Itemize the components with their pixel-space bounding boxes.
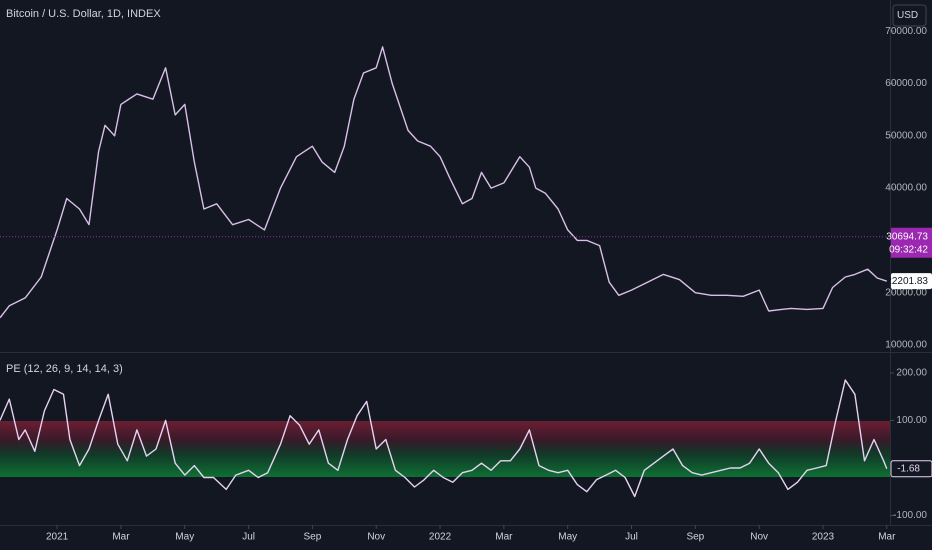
oversold-zone — [0, 440, 890, 477]
y-tick-label: 200.00 — [896, 368, 927, 379]
indicator-title: PE (12, 26, 9, 14, 14, 3) — [6, 363, 123, 375]
x-tick-label: 2022 — [429, 532, 452, 543]
x-tick-label: Nov — [367, 532, 385, 543]
y-tick-label: -100.00 — [893, 510, 927, 521]
y-tick-label: 100.00 — [896, 415, 927, 426]
x-tick-label: May — [175, 532, 194, 543]
currency-label[interactable]: USD — [897, 10, 918, 21]
x-tick-label: 2021 — [46, 532, 69, 543]
price-label: 30694.73 — [886, 231, 928, 242]
y-tick-label: 40000.00 — [885, 183, 927, 194]
last-value-box — [890, 460, 932, 478]
last-price-label: 22201.83 — [886, 276, 928, 287]
x-tick-label: Jul — [242, 532, 255, 543]
x-tick-label: Sep — [686, 532, 704, 543]
x-tick-label: Jul — [625, 532, 638, 543]
symbol-title: Bitcoin / U.S. Dollar, 1D, INDEX — [6, 8, 161, 20]
price-label-box — [891, 227, 932, 258]
y-tick-label: 10000.00 — [885, 340, 927, 351]
currency-button[interactable] — [892, 4, 927, 27]
y-tick-label: 50000.00 — [885, 130, 927, 141]
x-tick-label: 2023 — [812, 532, 835, 543]
x-tick-label: Mar — [495, 532, 513, 543]
x-tick-label: Nov — [750, 532, 768, 543]
y-tick-label: 70000.00 — [885, 26, 927, 37]
series-line — [0, 46, 888, 319]
x-tick-label: Mar — [112, 532, 130, 543]
x-tick-label: Sep — [304, 532, 322, 543]
y-tick-label: 20000.00 — [885, 287, 927, 298]
x-tick-label: May — [558, 532, 577, 543]
last-price-box — [891, 273, 932, 290]
x-tick-label: Mar — [878, 532, 896, 543]
last-value-label: -1.68 — [897, 463, 920, 474]
countdown-label: 09:32:42 — [889, 244, 928, 255]
series-line — [0, 379, 888, 498]
y-tick-label: 60000.00 — [885, 78, 927, 89]
